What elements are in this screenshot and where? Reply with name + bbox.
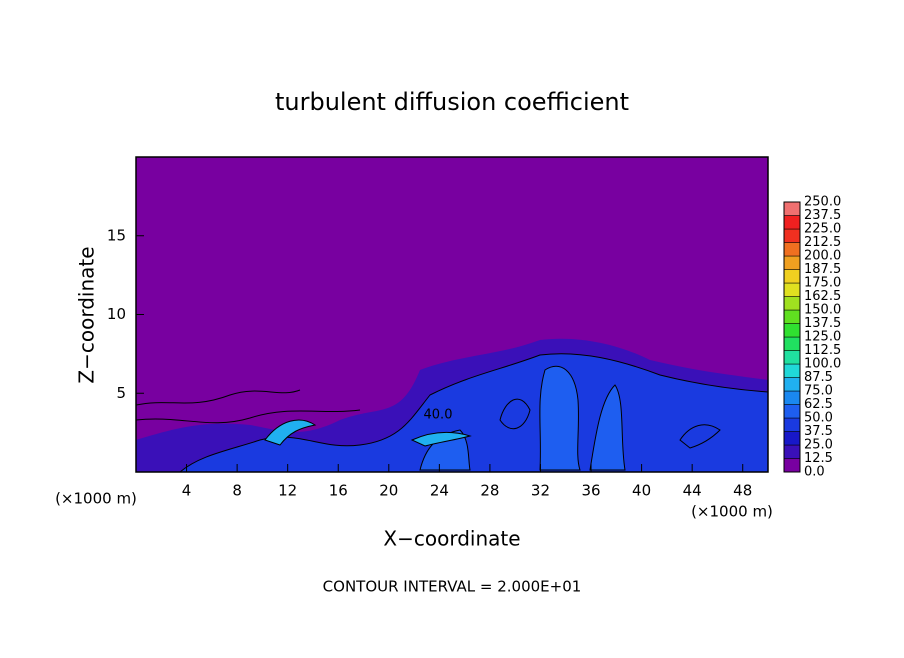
colorbar-label: 100.0 xyxy=(804,357,841,372)
x-tick-label: 32 xyxy=(531,482,550,500)
colorbar-segment xyxy=(783,404,801,419)
x-tick-label: 44 xyxy=(683,482,702,500)
x-tick-label: 4 xyxy=(182,482,192,500)
colorbar-segment xyxy=(783,458,801,473)
x-tick-label: 28 xyxy=(480,482,499,500)
colorbar-label: 225.0 xyxy=(804,222,841,237)
colorbar-segment xyxy=(783,242,801,257)
colorbar-segment xyxy=(783,201,801,216)
colorbar-segment xyxy=(783,417,801,432)
colorbar-label: 162.5 xyxy=(804,289,841,304)
colorbar-label: 62.5 xyxy=(804,397,833,412)
contour-label: 40.0 xyxy=(424,408,453,423)
colorbar-segment xyxy=(783,228,801,243)
y-tick-label: 5 xyxy=(116,384,126,402)
colorbar-label: 187.5 xyxy=(804,262,841,277)
x-tick-label: 36 xyxy=(581,482,600,500)
colorbar-segment xyxy=(783,215,801,230)
colorbar-label: 12.5 xyxy=(804,451,833,466)
colorbar-segment xyxy=(783,431,801,446)
colorbar-segment xyxy=(783,282,801,297)
colorbar-label: 25.0 xyxy=(804,438,833,453)
x-tick-label: 40 xyxy=(632,482,651,500)
colorbar-segment xyxy=(783,255,801,270)
x-tick-label: 8 xyxy=(232,482,242,500)
colorbar-segment xyxy=(783,296,801,311)
colorbar-frame xyxy=(783,201,801,473)
colorbar-label: 37.5 xyxy=(804,424,833,439)
colorbar-label: 150.0 xyxy=(804,303,841,318)
x-tick-label: 12 xyxy=(278,482,297,500)
colorbar-label: 175.0 xyxy=(804,276,841,291)
x-tick-label: 48 xyxy=(733,482,752,500)
colorbar-segment xyxy=(783,390,801,405)
footer: CONTOUR INTERVAL = 2.000E+01 xyxy=(323,578,582,596)
colorbar-segment xyxy=(783,350,801,365)
colorbar-label: 112.5 xyxy=(804,343,841,358)
y-tick-label: 15 xyxy=(107,226,126,244)
field xyxy=(136,338,768,472)
colorbar-label: 212.5 xyxy=(804,235,841,250)
x-tick-label: 16 xyxy=(329,482,348,500)
colorbar-segment xyxy=(783,377,801,392)
x-tick-label: 20 xyxy=(379,482,398,500)
x-axis-unit: (×1000 m) xyxy=(691,503,773,521)
colorbar-label: 200.0 xyxy=(804,249,841,264)
colorbar-label: 75.0 xyxy=(804,384,833,399)
colorbar-label: 125.0 xyxy=(804,330,841,345)
chart-title: turbulent diffusion coefficient xyxy=(275,88,629,116)
colorbar-label: 0.0 xyxy=(804,465,825,480)
colorbar-segment xyxy=(783,323,801,338)
colorbar-segment xyxy=(783,309,801,324)
colorbar-label: 50.0 xyxy=(804,411,833,426)
colorbar-segment xyxy=(783,269,801,284)
colorbar-label: 87.5 xyxy=(804,370,833,385)
colorbar-label: 137.5 xyxy=(804,316,841,331)
x-tick-label: 24 xyxy=(430,482,449,500)
colorbar-label: 250.0 xyxy=(804,195,841,210)
colorbar-segment xyxy=(783,444,801,459)
x-axis-title: X−coordinate xyxy=(383,527,520,551)
colorbar-label: 237.5 xyxy=(804,208,841,223)
y-tick-label: 10 xyxy=(107,305,126,323)
colorbar-segment xyxy=(783,363,801,378)
y-axis-unit: (×1000 m) xyxy=(55,490,137,508)
y-axis-title: Z−coordinate xyxy=(75,246,99,383)
colorbar-segment xyxy=(783,336,801,351)
